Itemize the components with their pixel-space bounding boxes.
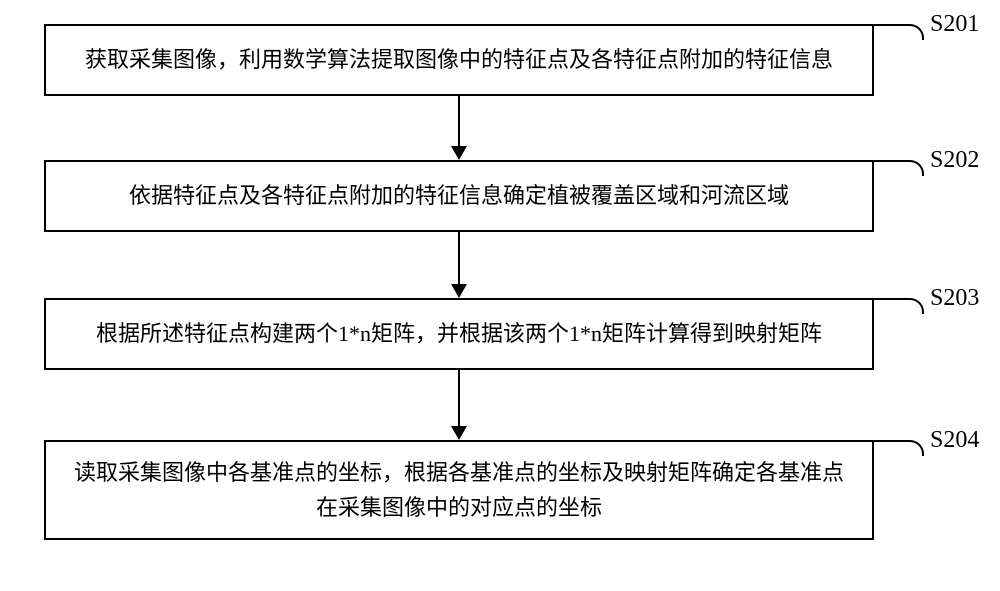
label-connector-s203 bbox=[874, 298, 924, 314]
arrow-3 bbox=[451, 370, 467, 440]
step-label-s204: S204 bbox=[930, 427, 979, 454]
arrow-1 bbox=[451, 96, 467, 160]
label-connector-s202 bbox=[874, 160, 924, 176]
step-box-s202: 依据特征点及各特征点附加的特征信息确定植被覆盖区域和河流区域 bbox=[44, 160, 874, 232]
label-connector-s204 bbox=[874, 440, 924, 456]
step-text-s203: 根据所述特征点构建两个1*n矩阵，并根据该两个1*n矩阵计算得到映射矩阵 bbox=[96, 316, 822, 351]
step-text-s202: 依据特征点及各特征点附加的特征信息确定植被覆盖区域和河流区域 bbox=[129, 178, 789, 213]
step-box-s203: 根据所述特征点构建两个1*n矩阵，并根据该两个1*n矩阵计算得到映射矩阵 bbox=[44, 298, 874, 370]
arrow-2 bbox=[451, 232, 467, 298]
step-label-s201: S201 bbox=[930, 11, 979, 38]
flowchart-container: 获取采集图像，利用数学算法提取图像中的特征点及各特征点附加的特征信息 S201 … bbox=[0, 0, 1000, 591]
step-text-s201: 获取采集图像，利用数学算法提取图像中的特征点及各特征点附加的特征信息 bbox=[85, 42, 833, 77]
step-box-s201: 获取采集图像，利用数学算法提取图像中的特征点及各特征点附加的特征信息 bbox=[44, 24, 874, 96]
step-label-s202: S202 bbox=[930, 147, 979, 174]
step-text-s204: 读取采集图像中各基准点的坐标，根据各基准点的坐标及映射矩阵确定各基准点在采集图像… bbox=[66, 455, 852, 525]
step-box-s204: 读取采集图像中各基准点的坐标，根据各基准点的坐标及映射矩阵确定各基准点在采集图像… bbox=[44, 440, 874, 540]
label-connector-s201 bbox=[874, 24, 924, 40]
step-label-s203: S203 bbox=[930, 285, 979, 312]
